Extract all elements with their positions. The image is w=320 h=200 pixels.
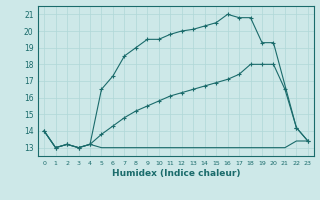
X-axis label: Humidex (Indice chaleur): Humidex (Indice chaleur): [112, 169, 240, 178]
